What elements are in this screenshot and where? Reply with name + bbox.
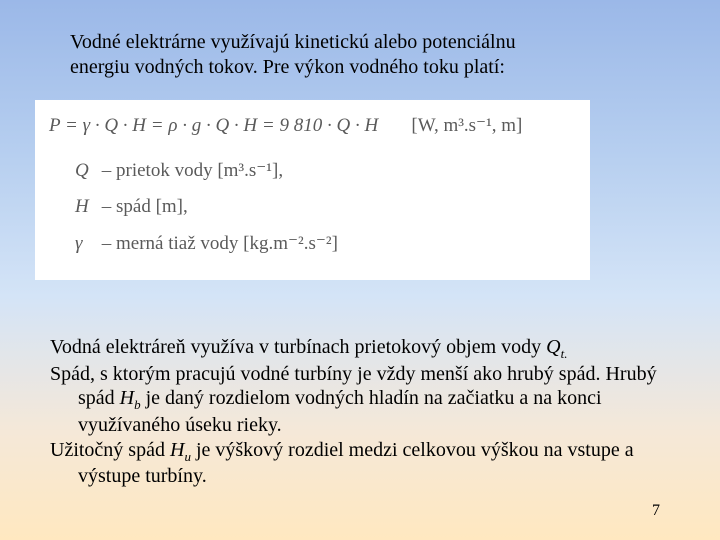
intro-line1: Vodné elektrárne využívajú kinetickú ale… bbox=[70, 31, 516, 53]
p1a: Vodná elektráreň využíva v turbínach pri… bbox=[50, 336, 546, 358]
p3h: H bbox=[170, 439, 184, 461]
formula-box: P = γ · Q · H = ρ · g · Q · H = 9 810 · … bbox=[35, 100, 590, 280]
def-q-sym: Q bbox=[75, 160, 97, 182]
p1qt: t. bbox=[561, 346, 568, 361]
formula-equation: P = γ · Q · H = ρ · g · Q · H = 9 810 · … bbox=[49, 114, 580, 137]
body-text: Vodná elektráreň využíva v turbínach pri… bbox=[50, 335, 665, 489]
def-g: γ – merná tiaž vody [kg.m⁻².s⁻²] bbox=[49, 232, 580, 255]
p3a: Užitočný spád bbox=[50, 439, 170, 461]
page-number: 7 bbox=[652, 502, 660, 520]
def-h-sym: H bbox=[75, 196, 97, 218]
def-g-sym: γ bbox=[75, 233, 97, 255]
p2b: je daný rozdielom vodných hladín na zači… bbox=[78, 387, 602, 436]
def-h: H – spád [m], bbox=[49, 196, 580, 218]
body-p3: Užitočný spád Hu je výškový rozdiel medz… bbox=[50, 438, 665, 489]
p2h: H bbox=[120, 387, 134, 409]
def-q-txt: – prietok vody [m³.s⁻¹], bbox=[97, 160, 283, 181]
def-g-txt: – merná tiaž vody [kg.m⁻².s⁻²] bbox=[97, 233, 338, 254]
def-q: Q – prietok vody [m³.s⁻¹], bbox=[49, 159, 580, 182]
formula-eq-text: P = γ · Q · H = ρ · g · Q · H = 9 810 · … bbox=[49, 115, 378, 136]
body-p2: Spád, s ktorým pracujú vodné turbíny je … bbox=[50, 362, 665, 438]
body-p1: Vodná elektráreň využíva v turbínach pri… bbox=[50, 335, 665, 362]
def-h-txt: – spád [m], bbox=[97, 196, 188, 217]
intro-text: Vodné elektrárne využívajú kinetickú ale… bbox=[70, 30, 660, 80]
formula-units: [W, m³.s⁻¹, m] bbox=[411, 115, 522, 136]
p1q: Q bbox=[546, 336, 560, 358]
intro-line2: energiu vodných tokov. Pre výkon vodného… bbox=[70, 56, 505, 78]
